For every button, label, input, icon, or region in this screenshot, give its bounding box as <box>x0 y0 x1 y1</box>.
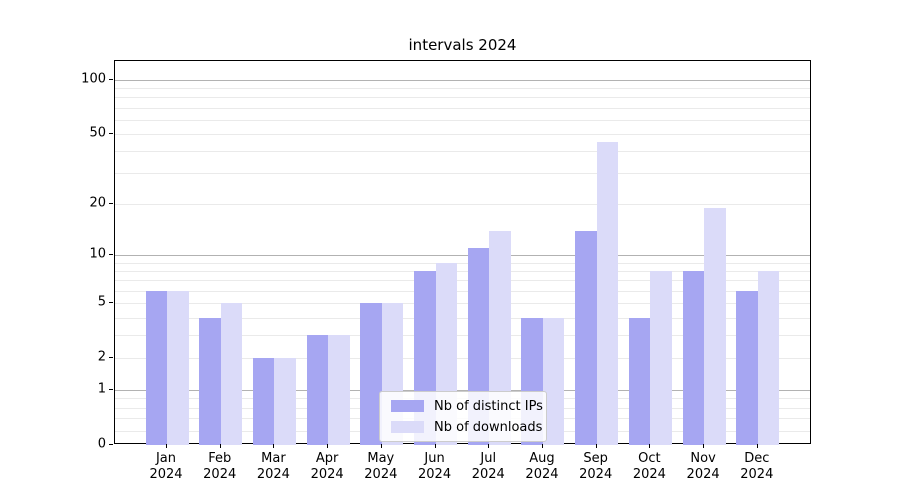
bar-distinct-ips-sep <box>575 230 597 445</box>
x-axis-tick-label: Jul 2024 <box>471 451 505 482</box>
gridline-minor <box>115 97 810 99</box>
bar-distinct-ips-feb <box>199 317 221 445</box>
y-axis-tick-mark <box>109 444 113 445</box>
gridline-major <box>115 390 810 392</box>
legend-item-distinct-ips: Nb of distinct IPs <box>391 397 543 415</box>
gridline-minor <box>115 107 810 109</box>
legend: Nb of distinct IPs Nb of downloads <box>379 391 547 442</box>
x-axis-tick-mark <box>166 444 167 448</box>
x-axis-tick-mark <box>488 444 490 448</box>
y-axis-tick-mark <box>109 78 113 80</box>
x-axis-tick-label: Feb 2024 <box>203 451 237 482</box>
x-axis-tick-mark <box>380 444 382 448</box>
y-axis-tick-mark <box>109 203 113 205</box>
gridline-major <box>115 79 810 81</box>
x-axis-tick-label: Jun 2024 <box>418 451 452 482</box>
y-axis-tick-label: 0 <box>97 436 106 452</box>
y-axis-tick-mark <box>109 254 113 256</box>
x-axis-tick-mark <box>756 444 758 448</box>
gridline-minor <box>115 335 810 337</box>
y-axis-tick-mark <box>109 357 113 359</box>
bar-distinct-ips-apr <box>306 335 329 445</box>
gridline-minor <box>115 271 810 273</box>
gridline-minor <box>115 119 810 121</box>
gridline-minor <box>115 303 810 305</box>
x-axis-tick-mark <box>273 444 275 448</box>
y-axis-tick-label: 2 <box>97 349 106 365</box>
y-axis-tick-label: 10 <box>89 246 106 262</box>
y-axis-tick-label: 5 <box>97 294 106 310</box>
bar-downloads-nov <box>704 207 726 445</box>
x-axis-tick-mark <box>434 444 436 448</box>
x-axis-tick-mark <box>595 444 597 448</box>
y-axis-tick-label: 100 <box>81 71 106 87</box>
bar-downloads-feb <box>220 303 243 445</box>
x-axis-tick-label: Jan 2024 <box>149 451 183 482</box>
gridline-minor <box>115 358 810 360</box>
y-axis-tick-mark <box>109 389 113 391</box>
legend-label-distinct-ips: Nb of distinct IPs <box>434 398 543 414</box>
bar-distinct-ips-oct <box>628 317 651 445</box>
gridline-minor <box>115 291 810 293</box>
x-axis-tick-label: Sep 2024 <box>579 451 613 482</box>
gridline-minor <box>115 133 810 135</box>
gridline-minor <box>115 262 810 264</box>
legend-item-downloads: Nb of downloads <box>391 418 542 436</box>
legend-label-downloads: Nb of downloads <box>434 419 543 435</box>
bar-downloads-aug <box>542 317 565 445</box>
legend-swatch-downloads <box>391 421 424 433</box>
x-axis-tick-mark <box>327 444 329 448</box>
bar-distinct-ips-dec <box>736 291 758 445</box>
x-axis-tick-label: Aug 2024 <box>525 451 559 482</box>
bar-distinct-ips-jan <box>145 291 167 445</box>
gridline-minor <box>115 173 810 175</box>
bar-downloads-dec <box>757 271 780 445</box>
x-axis-tick-label: May 2024 <box>364 451 398 482</box>
x-axis-tick-label: Nov 2024 <box>686 451 720 482</box>
x-axis-tick-mark <box>703 444 705 448</box>
bar-distinct-ips-mar <box>252 358 275 445</box>
gridline-minor <box>115 151 810 153</box>
y-axis-tick-label: 20 <box>89 195 106 211</box>
bar-downloads-apr <box>328 335 350 445</box>
gridline-minor <box>115 317 810 319</box>
bar-downloads-jan <box>167 291 189 445</box>
x-axis-tick-mark <box>649 444 651 448</box>
y-axis-tick-mark <box>109 302 113 304</box>
gridline-minor <box>115 88 810 90</box>
y-axis-tick-mark <box>109 132 113 134</box>
legend-swatch-distinct-ips <box>391 400 424 412</box>
gridline-minor <box>115 280 810 282</box>
bar-downloads-oct <box>650 271 672 445</box>
y-axis-tick-label: 50 <box>89 125 106 141</box>
bar-downloads-mar <box>274 358 296 445</box>
x-axis-tick-label: Mar 2024 <box>256 451 290 482</box>
bar-distinct-ips-nov <box>682 271 705 445</box>
gridline-minor <box>115 204 810 206</box>
bar-downloads-sep <box>596 142 619 445</box>
y-axis-tick-label: 1 <box>97 381 106 397</box>
plot-area <box>114 60 811 445</box>
x-axis-tick-label: Oct 2024 <box>632 451 666 482</box>
x-axis-tick-mark <box>219 444 221 448</box>
chart-title: intervals 2024 <box>408 36 517 54</box>
x-axis-tick-label: Apr 2024 <box>310 451 344 482</box>
bar-distinct-ips-may <box>360 303 382 445</box>
x-axis-tick-label: Dec 2024 <box>740 451 774 482</box>
x-axis-tick-mark <box>541 444 543 448</box>
gridline-major <box>115 255 810 257</box>
